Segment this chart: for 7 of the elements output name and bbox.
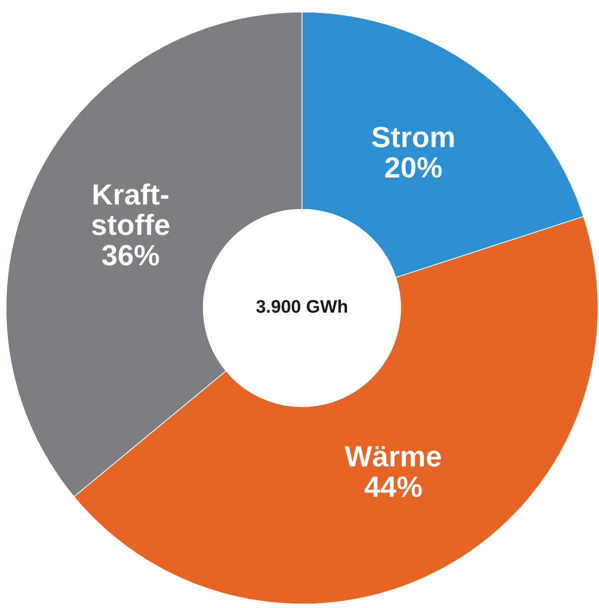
text: 3.900 GWh [256,300,348,313]
slice-label: Wärme [344,446,441,467]
slice-label: Strom [372,126,454,148]
slice-label: Kraft- stoffe [92,183,170,236]
data-label: 36% [102,244,160,266]
data-label: 20% [385,157,442,178]
data-label: 44% [364,476,422,497]
